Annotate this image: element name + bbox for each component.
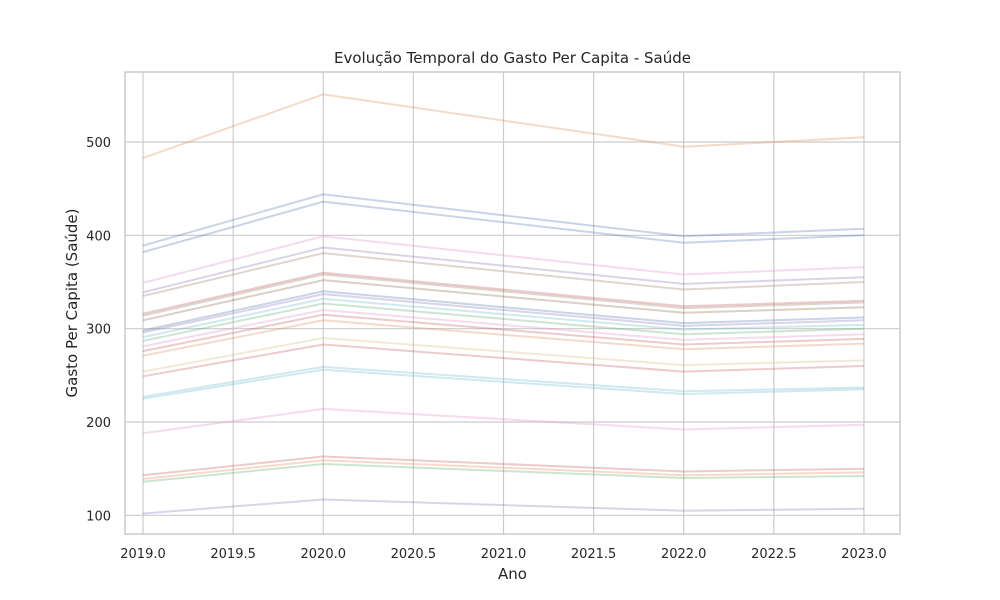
x-tick-label: 2019.0 (120, 547, 166, 562)
series-line-23 (142, 459, 865, 480)
series-line-21 (142, 407, 865, 435)
series-line-5 (142, 246, 865, 294)
series-line-9 (142, 279, 865, 322)
series-line-13 (142, 302, 865, 342)
y-axis-label: Gasto Per Capita (Saúde) (63, 208, 81, 397)
x-tick-label: 2020.5 (391, 547, 437, 562)
x-tick-label: 2022.5 (751, 547, 797, 562)
series-line-7 (142, 271, 865, 315)
y-tick-label: 100 (86, 509, 111, 524)
series-line-20 (142, 368, 865, 400)
x-axis-label: Ano (498, 565, 527, 583)
series-line-22 (142, 455, 865, 477)
x-tick-label: 2021.0 (481, 547, 527, 562)
grid (125, 72, 900, 534)
series-line-19 (142, 365, 865, 398)
series-line-14 (142, 308, 865, 348)
series-line-1 (142, 93, 865, 159)
x-tick-label: 2019.5 (210, 547, 256, 562)
plot-frame (124, 71, 901, 535)
x-tick-label: 2021.5 (571, 547, 617, 562)
y-tick-label: 500 (86, 136, 111, 151)
series-line-24 (142, 462, 865, 483)
series-line-8 (142, 273, 865, 317)
series-line-3 (142, 200, 865, 254)
series-line-10 (142, 290, 865, 332)
series-line-6 (142, 252, 865, 297)
series-line-17 (142, 336, 865, 373)
x-tick-label: 2023.0 (841, 547, 887, 562)
series-line-15 (142, 313, 865, 353)
series-line-25 (142, 498, 865, 515)
series-line-2 (142, 193, 865, 247)
series-line-18 (142, 343, 865, 378)
x-tick-label: 2020.0 (301, 547, 347, 562)
chart-title: Evolução Temporal do Gasto Per Capita - … (334, 49, 691, 67)
series-line-16 (142, 319, 865, 357)
y-tick-label: 400 (86, 229, 111, 244)
plot-area (125, 72, 900, 534)
y-axis-ticks: 100 200 300 400 500 (86, 136, 111, 524)
series-line-12 (142, 297, 865, 339)
y-tick-label: 200 (86, 416, 111, 431)
x-tick-label: 2022.0 (661, 547, 707, 562)
series-line-4 (142, 235, 865, 284)
series-line-11 (142, 293, 865, 334)
series-lines (142, 93, 865, 515)
x-axis-ticks: 2019.0 2019.5 2020.0 2020.5 2021.0 2021.5 2022… (120, 547, 886, 562)
y-tick-label: 300 (86, 323, 111, 338)
